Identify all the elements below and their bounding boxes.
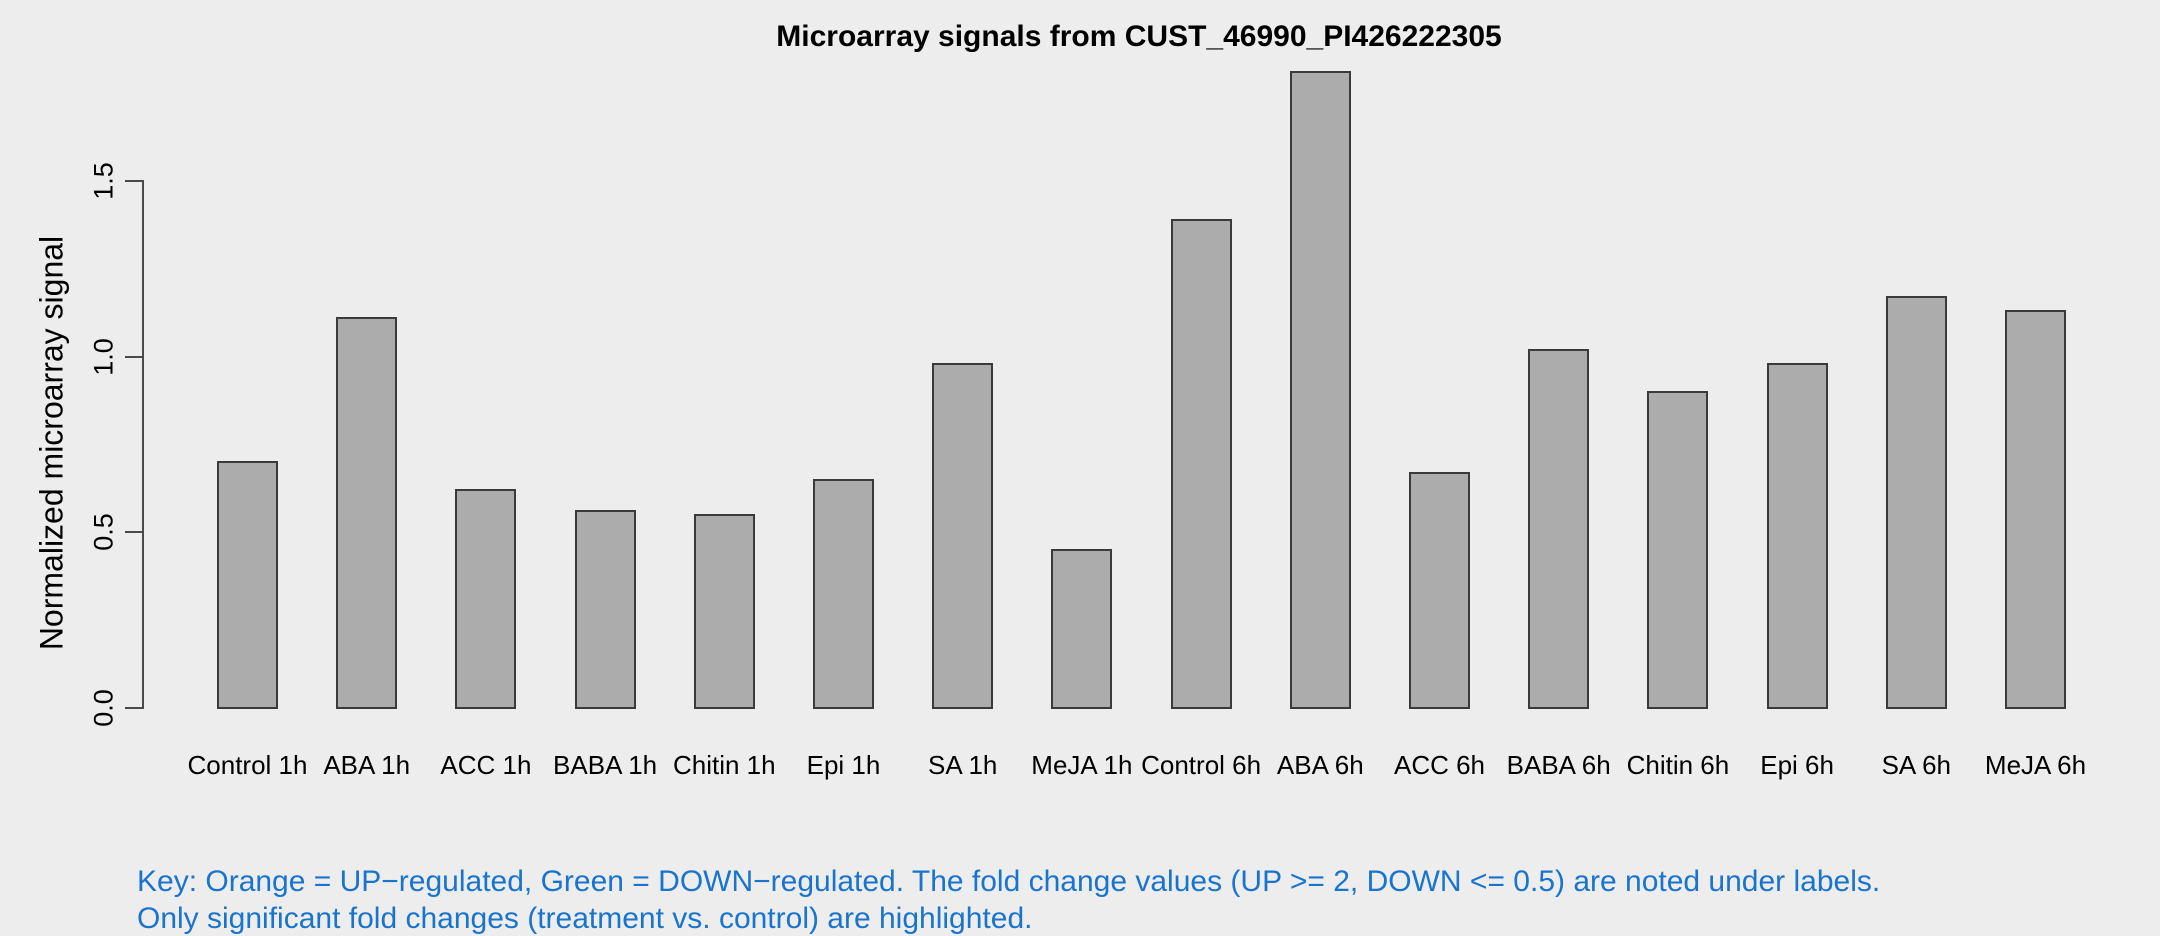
x-tick-label: MeJA 6h — [1984, 750, 2087, 780]
x-tick-label: Chitin 6h — [1626, 750, 1730, 780]
y-axis-line — [142, 180, 144, 709]
y-axis-tick — [125, 355, 142, 358]
bar — [217, 461, 278, 709]
x-tick-label: MeJA 1h — [1031, 750, 1133, 780]
y-tick-label: 1.0 — [88, 337, 119, 376]
bar — [455, 489, 517, 709]
x-tick-label: BABA 6h — [1506, 750, 1611, 780]
bar — [1170, 218, 1232, 709]
y-axis-label: Normalized microarray signal — [33, 235, 70, 651]
y-tick-label: 0.5 — [88, 513, 119, 552]
x-tick-label: Control 1h — [187, 750, 308, 780]
y-axis-tick — [125, 531, 142, 534]
bar — [2005, 309, 2066, 709]
x-tick-label: Control 6h — [1141, 750, 1262, 780]
bar — [932, 362, 994, 709]
bar — [693, 513, 755, 709]
key-note-line1: Key: Orange = UP−regulated, Green = DOWN… — [137, 865, 1881, 898]
key-note-line2: Only significant fold changes (treatment… — [137, 902, 1033, 935]
x-tick-label: ABA 6h — [1276, 750, 1364, 780]
y-axis-tick — [125, 180, 142, 182]
x-tick-label: ACC 1h — [440, 750, 532, 780]
x-tick-label: Epi 6h — [1760, 750, 1834, 780]
x-tick-label: ACC 6h — [1393, 750, 1486, 780]
bar — [1289, 71, 1351, 709]
bar — [1647, 390, 1709, 709]
bar — [1766, 362, 1828, 709]
x-tick-label: ABA 1h — [323, 750, 411, 780]
bar — [1051, 548, 1113, 709]
y-tick-label: 1.5 — [88, 162, 119, 200]
x-tick-label: SA 6h — [1881, 750, 1951, 780]
x-tick-label: BABA 1h — [553, 750, 658, 780]
bar — [813, 478, 874, 709]
chart-title: Microarray signals from CUST_46990_PI426… — [776, 20, 1502, 53]
bar — [1885, 295, 1947, 709]
bar — [574, 510, 636, 709]
x-tick-label: Epi 1h — [806, 750, 881, 780]
bar — [1528, 348, 1590, 709]
y-axis-tick — [125, 707, 142, 709]
y-tick-label: 0.0 — [88, 689, 119, 727]
bar — [1409, 471, 1470, 709]
x-tick-label: Chitin 1h — [672, 750, 776, 780]
x-tick-label: SA 1h — [927, 750, 998, 780]
bar — [336, 317, 398, 709]
